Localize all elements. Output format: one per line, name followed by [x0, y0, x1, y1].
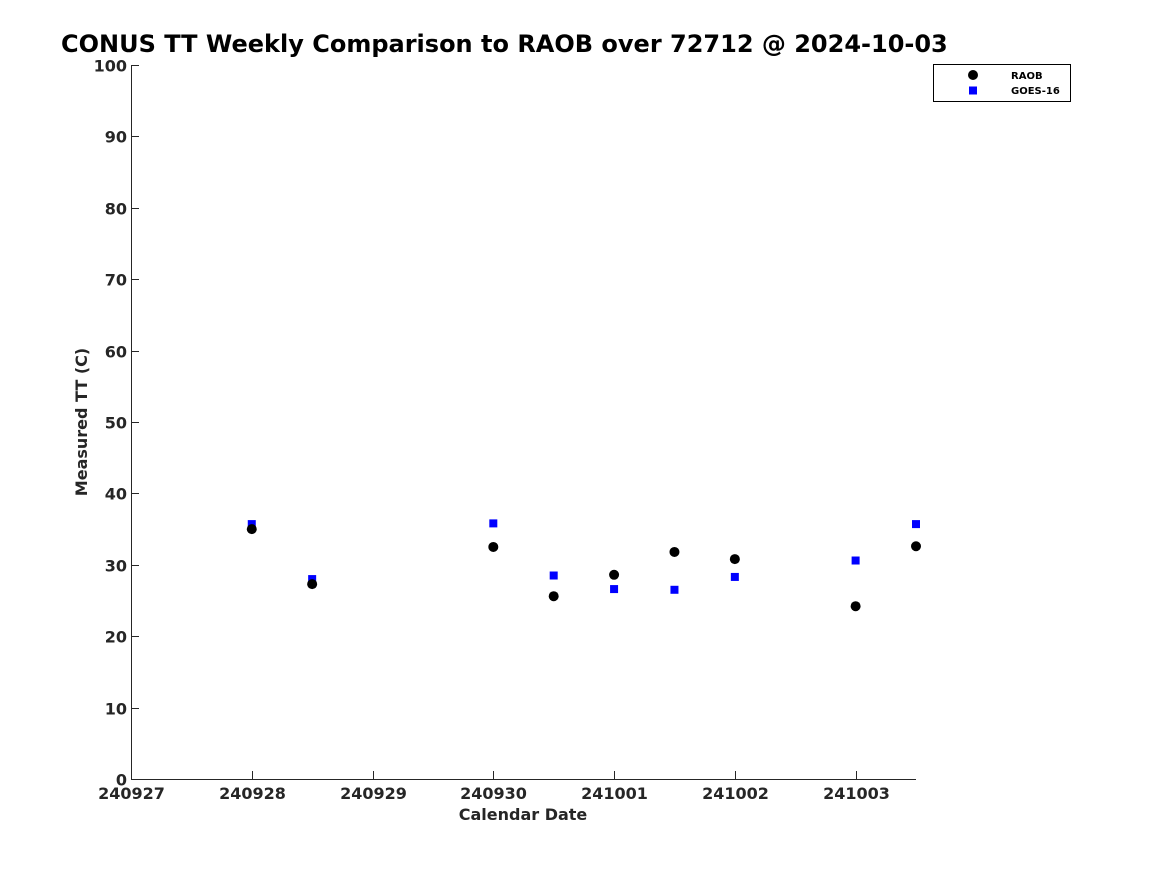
x-axis-label: Calendar Date [459, 805, 588, 824]
raob-point [488, 541, 499, 552]
y-tick-label: 40 [105, 485, 127, 504]
x-tick-label: 240929 [340, 784, 407, 803]
y-axis: 0 10 20 30 40 50 60 70 80 90 100 [94, 57, 139, 790]
x-tick-label: 241003 [823, 784, 890, 803]
raob-point [548, 591, 559, 602]
goes16-point [610, 585, 619, 594]
y-tick-label: 60 [105, 343, 127, 362]
goes16-point [670, 585, 679, 594]
legend-label-raob: RAOB [1011, 71, 1043, 82]
legend-marker-raob [968, 70, 978, 80]
raob-point [307, 579, 318, 590]
raob-point [246, 524, 257, 535]
x-tick-label: 241002 [702, 784, 769, 803]
y-tick-label: 90 [105, 128, 127, 147]
goes16-point [912, 520, 920, 529]
legend-marker-goes16 [969, 86, 977, 95]
goes16-point [730, 572, 739, 581]
raob-point [609, 569, 620, 580]
x-tick-label: 240930 [460, 784, 527, 803]
data-series [246, 519, 921, 612]
series-raob [246, 524, 921, 612]
y-tick-label: 80 [105, 200, 127, 219]
y-tick-label: 70 [105, 271, 127, 290]
legend-box [933, 64, 1071, 102]
series-goes-16 [247, 519, 920, 594]
goes16-point [851, 556, 860, 565]
x-axis: 240927 240928 240929 240930 241001 241002 2410… [98, 771, 916, 803]
y-axis-label: Measured TT (C) [72, 348, 91, 496]
x-tick-label: 240927 [98, 784, 165, 803]
raob-point [911, 541, 921, 552]
chart-title: CONUS TT Weekly Comparison to RAOB over … [61, 30, 948, 58]
legend: RAOB GOES-16 [933, 64, 1071, 102]
raob-point [850, 601, 861, 612]
y-tick-label: 10 [105, 700, 127, 719]
y-tick-label: 50 [105, 414, 127, 433]
y-tick-label: 20 [105, 628, 127, 647]
y-tick-label: 0 [116, 771, 127, 790]
y-tick-label: 30 [105, 557, 127, 576]
goes16-point [489, 519, 498, 528]
raob-point [729, 554, 740, 565]
x-tick-label: 241001 [581, 784, 648, 803]
y-tick-label: 100 [94, 57, 127, 76]
goes16-point [549, 571, 558, 580]
x-tick-label: 240928 [219, 784, 286, 803]
raob-point [669, 546, 680, 557]
legend-label-goes16: GOES-16 [1011, 86, 1060, 97]
